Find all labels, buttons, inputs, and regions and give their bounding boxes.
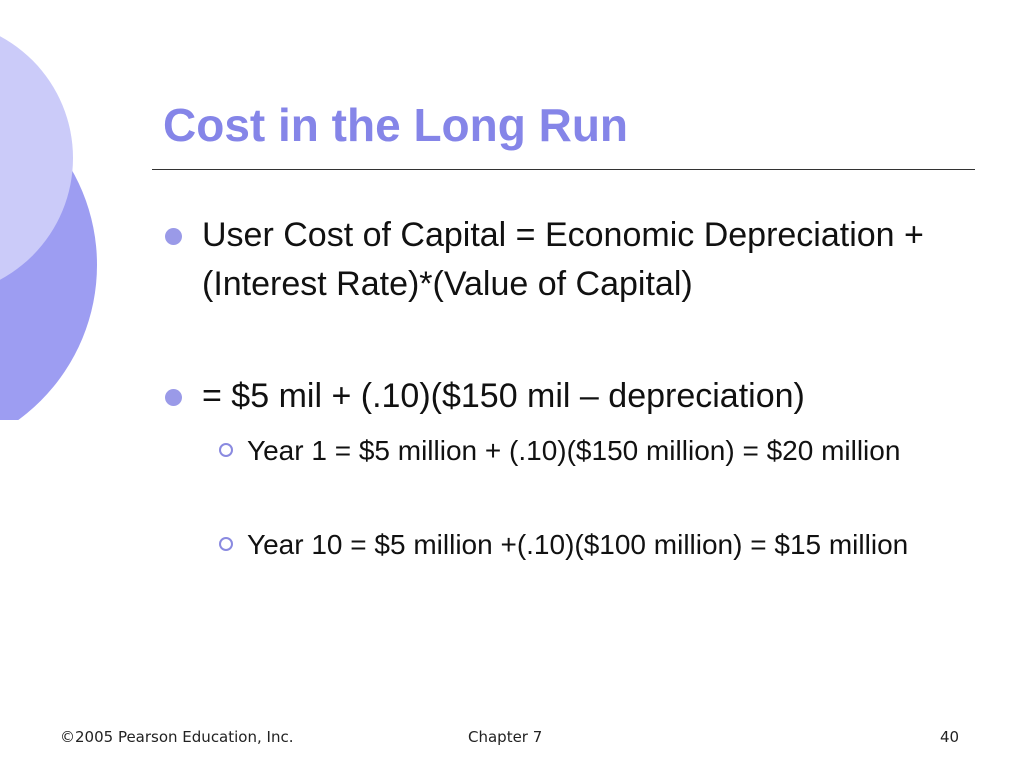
slide-title: Cost in the Long Run — [163, 99, 629, 151]
sub-bullet: Year 10 = $5 million +(.10)($100 million… — [219, 524, 937, 565]
decoration — [0, 36, 97, 420]
sub-bullet: Year 1 = $5 million + (.10)($150 million… — [219, 430, 937, 471]
bullet: = $5 mil + (.10)($150 mil – depreciation… — [165, 372, 947, 421]
title-rule — [152, 169, 975, 170]
page-number: 40 — [940, 728, 960, 746]
footer-center: Chapter 7 — [468, 728, 543, 746]
bullet: User Cost of Capital = Economic Deprecia… — [165, 211, 947, 309]
footer-left: ©2005 Pearson Education, Inc. — [60, 728, 294, 746]
